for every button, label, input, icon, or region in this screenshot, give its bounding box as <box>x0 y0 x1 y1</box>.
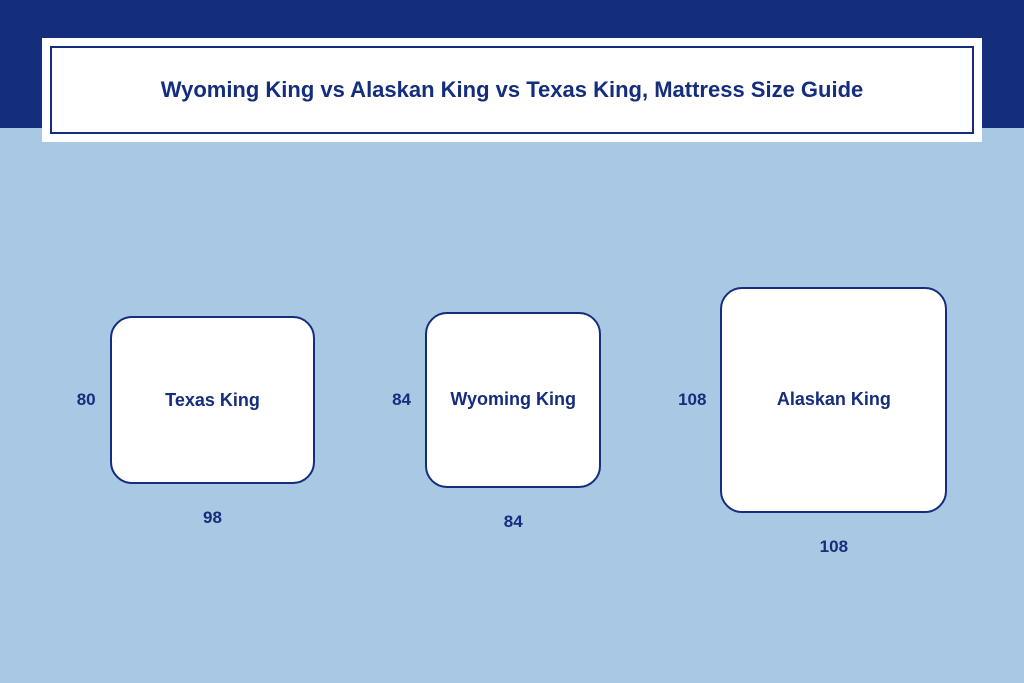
title-card-inner: Wyoming King vs Alaskan King vs Texas Ki… <box>50 46 974 134</box>
mattress-name: Alaskan King <box>777 389 891 410</box>
page-title: Wyoming King vs Alaskan King vs Texas Ki… <box>161 77 864 103</box>
mattress-box: Wyoming King <box>425 312 601 488</box>
width-label: 108 <box>720 537 947 557</box>
height-label: 80 <box>77 390 96 410</box>
height-label: 108 <box>678 390 706 410</box>
width-label: 84 <box>425 512 601 532</box>
width-label: 98 <box>110 508 316 528</box>
height-label: 84 <box>392 390 411 410</box>
mattress-texas: 80 Texas King 98 <box>77 316 316 484</box>
mattress-alaskan: 108 Alaskan King 108 <box>678 287 947 514</box>
mattress-wyoming: 84 Wyoming King 84 <box>392 312 601 488</box>
mattress-box: Alaskan King <box>720 287 947 514</box>
title-card: Wyoming King vs Alaskan King vs Texas Ki… <box>42 38 982 142</box>
mattress-name: Texas King <box>165 390 260 411</box>
mattress-row: 80 Texas King 98 84 Wyoming King 84 108 … <box>0 220 1024 580</box>
mattress-name: Wyoming King <box>450 389 576 410</box>
mattress-box: Texas King <box>110 316 316 484</box>
